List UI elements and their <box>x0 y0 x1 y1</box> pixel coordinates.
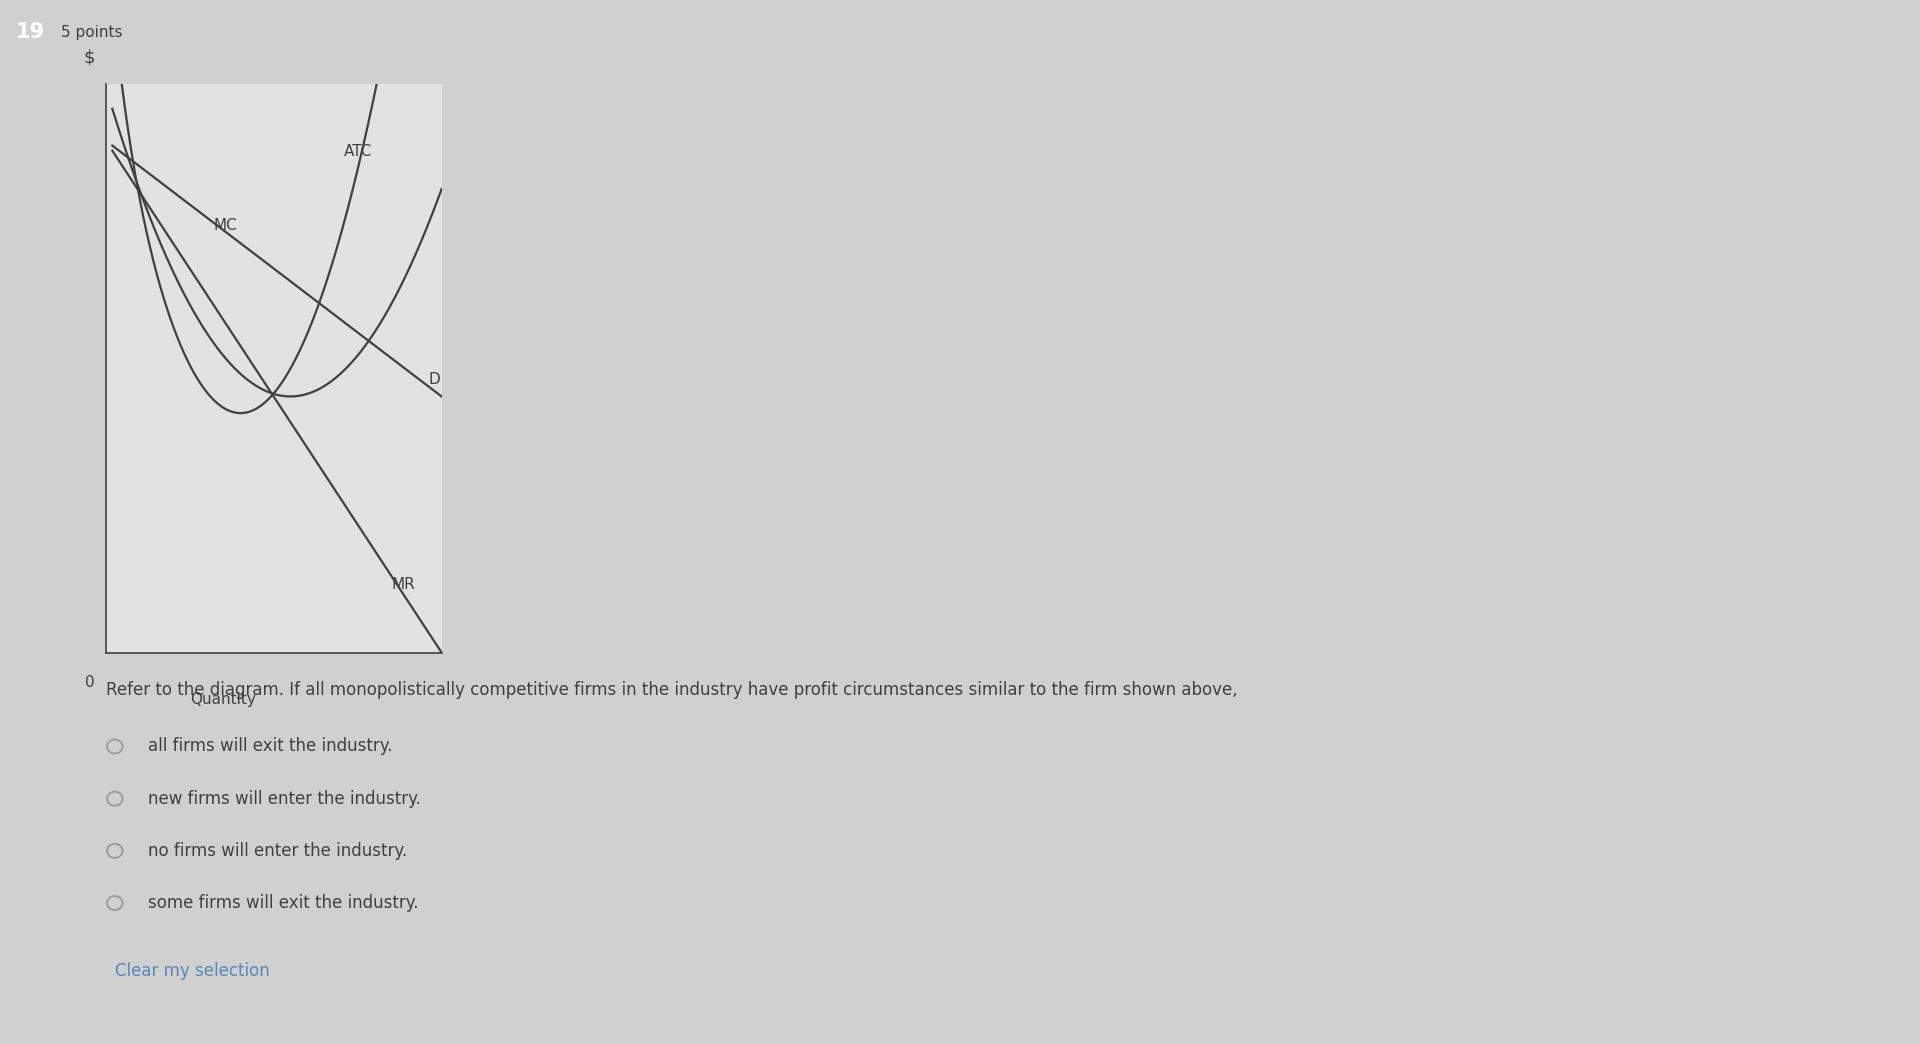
Text: Refer to the diagram. If all monopolistically competitive firms in the industry : Refer to the diagram. If all monopolisti… <box>106 681 1236 698</box>
Text: no firms will enter the industry.: no firms will enter the industry. <box>148 841 407 860</box>
Text: 0: 0 <box>84 675 96 690</box>
Text: new firms will enter the industry.: new firms will enter the industry. <box>148 789 420 808</box>
Text: MC: MC <box>213 218 236 233</box>
Text: D: D <box>428 372 440 387</box>
Text: ATC: ATC <box>344 144 372 160</box>
Text: 19: 19 <box>15 22 46 43</box>
Text: all firms will exit the industry.: all firms will exit the industry. <box>148 737 392 756</box>
Text: $: $ <box>83 48 94 67</box>
Text: Clear my selection: Clear my selection <box>115 962 271 980</box>
Text: 5 points: 5 points <box>61 25 123 40</box>
Text: Quantity: Quantity <box>190 692 255 707</box>
Text: MR: MR <box>392 576 415 592</box>
Text: some firms will exit the industry.: some firms will exit the industry. <box>148 894 419 912</box>
